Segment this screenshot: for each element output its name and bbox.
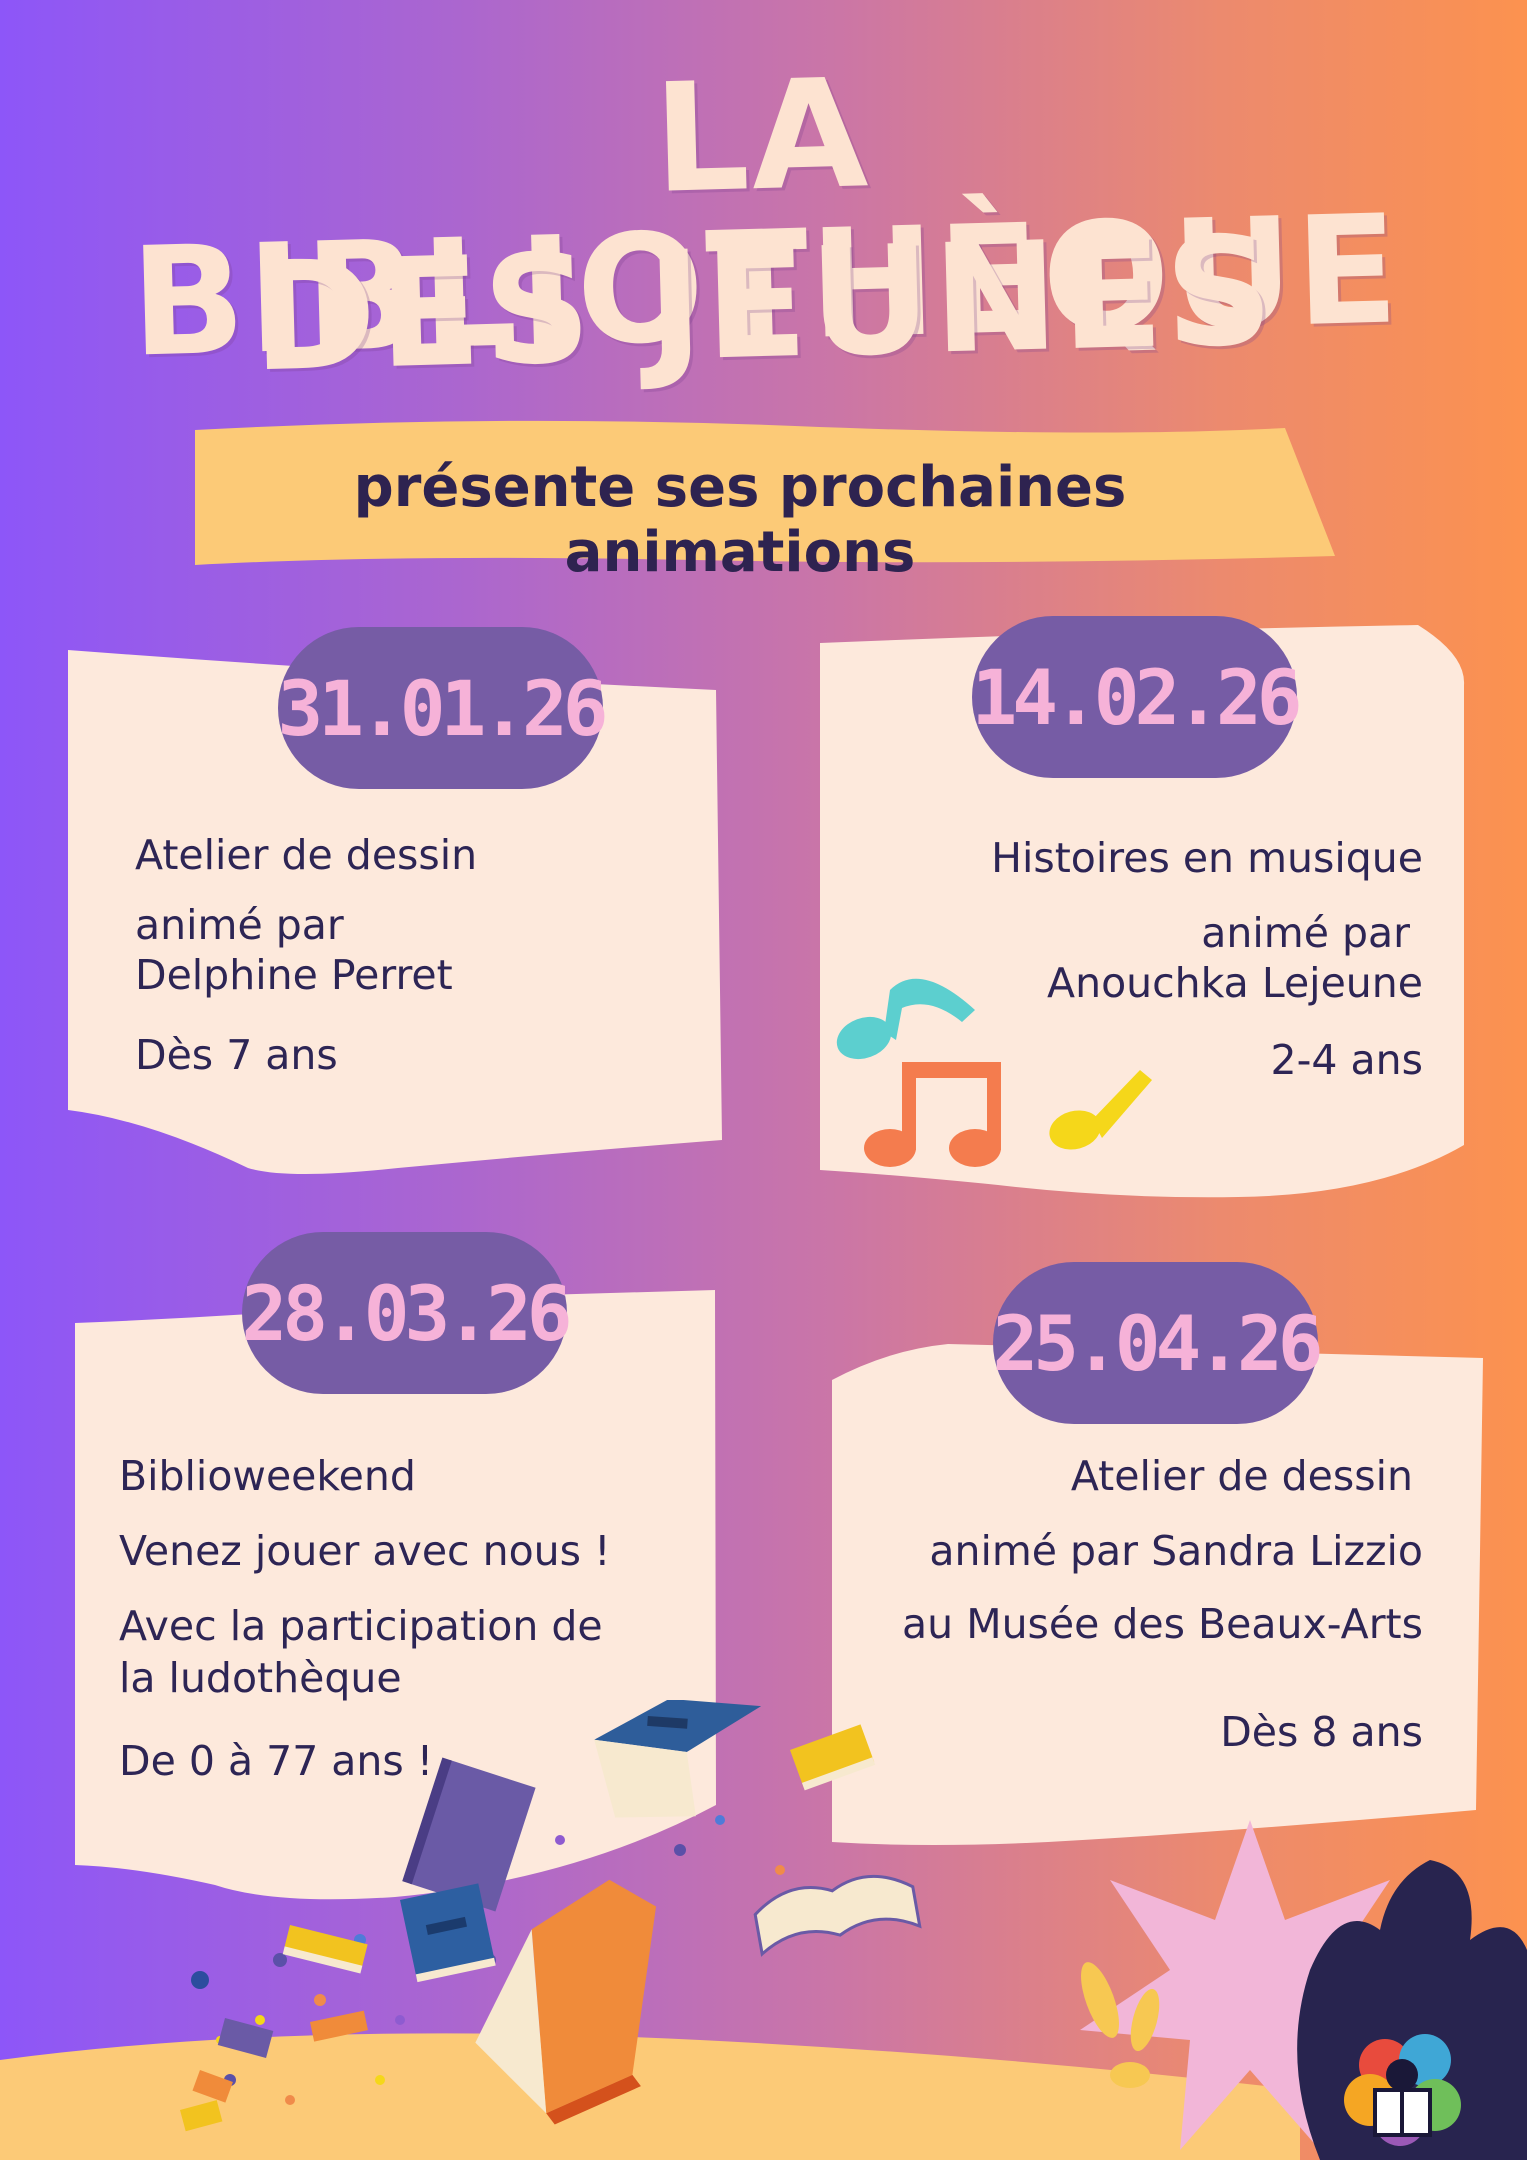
event-3-line-5: De 0 à 77 ans ! bbox=[119, 1737, 434, 1785]
event-date-1: 31.01.26 bbox=[277, 627, 609, 789]
ground-shape bbox=[0, 2033, 1300, 2160]
card-background bbox=[68, 650, 722, 1174]
event-1-line-4: Dès 7 ans bbox=[135, 1031, 338, 1079]
card-background bbox=[832, 1344, 1483, 1845]
event-card-3 bbox=[75, 1285, 720, 1910]
event-4-line-3: au Musée des Beaux-Arts bbox=[902, 1600, 1423, 1648]
event-2-line-2: animé par bbox=[1201, 909, 1410, 957]
event-4-line-4: Dès 8 ans bbox=[1220, 1708, 1423, 1756]
library-logo-icon bbox=[1297, 1860, 1527, 2160]
subtitle-banner bbox=[195, 420, 1335, 565]
leaves-decoration bbox=[1081, 1962, 1160, 2088]
event-2-line-3: Anouchka Lejeune bbox=[1047, 959, 1423, 1007]
event-3-line-3: Avec la participation de bbox=[119, 1602, 603, 1650]
card-background bbox=[820, 625, 1465, 1198]
event-2-line-4: 2-4 ans bbox=[1270, 1036, 1423, 1084]
event-date-3: 28.03.26 bbox=[241, 1232, 573, 1394]
flying-books-illustration bbox=[180, 1700, 922, 2132]
event-4-line-2: animé par Sandra Lizzio bbox=[929, 1527, 1423, 1575]
event-1-line-1: Atelier de dessin bbox=[135, 831, 478, 879]
event-3-line-1: Biblioweekend bbox=[119, 1452, 416, 1500]
music-notes-icon bbox=[836, 978, 1152, 1167]
event-1-line-2: animé par bbox=[135, 901, 344, 949]
event-1-line-3: Delphine Perret bbox=[135, 951, 453, 999]
event-card-4 bbox=[828, 1320, 1483, 1848]
card-background bbox=[75, 1290, 716, 1900]
starburst-shape bbox=[1080, 1820, 1420, 2150]
event-3-line-2: Venez jouer avec nous ! bbox=[119, 1527, 611, 1575]
event-3-line-4: la ludothèque bbox=[119, 1654, 402, 1702]
event-card-2 bbox=[818, 625, 1468, 1205]
event-2-line-1: Histoires en musique bbox=[991, 834, 1423, 882]
event-4-line-1: Atelier de dessin bbox=[1070, 1452, 1413, 1500]
event-date-4: 25.04.26 bbox=[992, 1262, 1324, 1424]
subtitle-text: présente ses prochaines animations bbox=[353, 455, 1127, 585]
event-date-2: 14.02.26 bbox=[971, 616, 1303, 778]
event-card-1 bbox=[68, 640, 728, 1180]
